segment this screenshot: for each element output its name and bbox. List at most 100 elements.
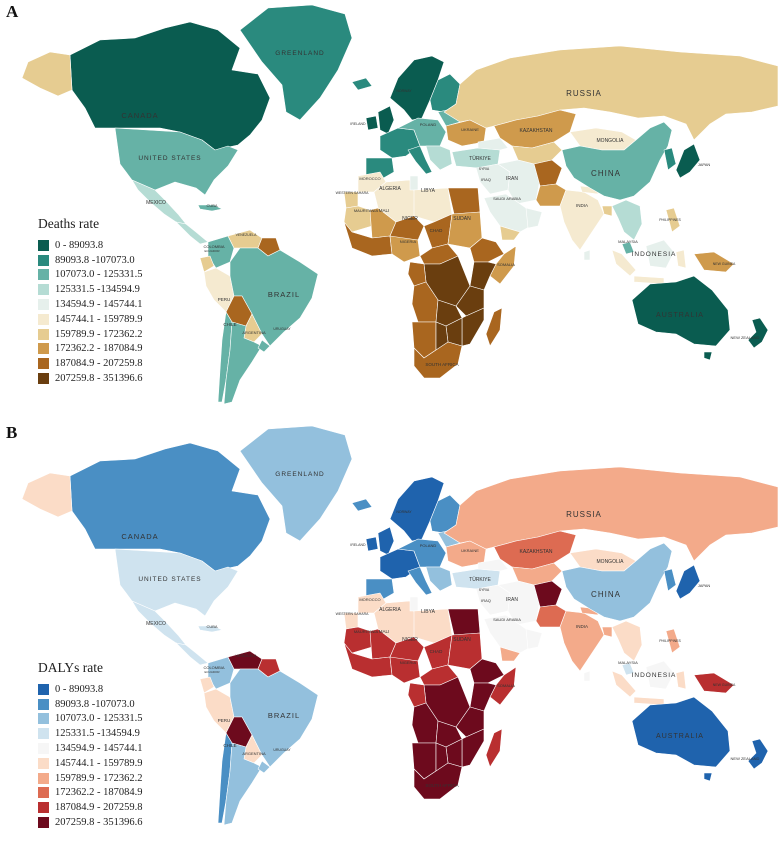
country-label-chad: CHAD (430, 228, 444, 233)
country-label-libya: LIBYA (421, 188, 435, 194)
region-tunisia (409, 596, 419, 612)
country-label-china: CHINA (591, 590, 621, 599)
legend-label: 187084.9 - 207259.8 (55, 802, 143, 814)
country-label-iran: IRAN (506, 176, 518, 182)
country-label-philippines: PHILIPPINES (659, 639, 681, 643)
country-label-greenland: GREENLAND (275, 471, 324, 478)
country-label-mongolia: MONGOLIA (597, 559, 625, 565)
country-label-indonesia: INDONESIA (632, 251, 677, 258)
country-label-iran: IRAN (506, 597, 518, 603)
region-iceland (351, 77, 373, 91)
region-congo-gabon (407, 261, 427, 287)
legend-swatch (38, 772, 49, 784)
region-australia (631, 275, 731, 347)
panel-letter: A (6, 2, 19, 21)
country-label-mongolia: MONGOLIA (597, 138, 625, 144)
legend-item: 172362.2 - 187084.9 (38, 342, 143, 357)
country-label-colombia: COLOMBIA (203, 665, 224, 670)
country-label-peru: PERU (218, 718, 231, 723)
country-label-argentina: ARGENTINA (242, 330, 266, 335)
country-label-india: INDIA (576, 203, 588, 208)
country-label-new-zealand: NEW ZEALAND (731, 756, 760, 761)
region-sumatra (611, 249, 637, 277)
region-central-america (175, 642, 209, 666)
country-label-chile: CHILE (223, 322, 236, 327)
legend-label: 207259.8 - 351396.6 (55, 373, 143, 385)
region-malaysia (621, 662, 635, 676)
legend-label: 159789.9 - 172362.2 (55, 328, 143, 340)
country-label-norway: NORWAY (396, 510, 412, 514)
legend-swatch (38, 269, 49, 281)
region-japan (675, 143, 701, 179)
country-label-iraq: IRAQ (481, 598, 491, 603)
country-label-norway: NORWAY (396, 89, 412, 93)
country-label-united-states: UNITED STATES (138, 155, 201, 162)
region-greenland (239, 4, 353, 121)
legend-swatch (38, 328, 49, 340)
world-map-deaths: CANADA GREENLAND UNITED STATES MEXICO CUBA BR… (21, 4, 778, 405)
country-label-nigeria: NIGERIA (400, 660, 417, 665)
country-label-china: CHINA (591, 169, 621, 178)
country-label-mauritania: MAURITANIA (354, 629, 379, 634)
legend-item: 107073.0 - 125331.5 (38, 712, 143, 727)
country-label-mexico: MEXICO (146, 200, 166, 206)
legend-item: 0 - 89093.8 (38, 682, 143, 697)
country-label-ukraine: UKRAINE (461, 548, 479, 553)
legend-swatch (38, 728, 49, 740)
legend-item: 107073.0 - 125331.5 (38, 268, 143, 283)
country-label-morocco: MOROCCO (359, 597, 380, 602)
legend-label: 134594.9 - 145744.1 (55, 299, 143, 311)
legend-label: 125331.5 -134594.9 (55, 728, 140, 740)
region-new-zealand (747, 317, 769, 349)
region-yemen (499, 646, 521, 662)
legend-item: 134594.9 - 145744.1 (38, 741, 143, 756)
legend-swatch (38, 787, 49, 799)
country-label-venezuela: VENEZUELA (236, 654, 257, 658)
legend-label: 145744.1 - 159789.9 (55, 313, 143, 325)
country-label-australia: AUSTRALIA (656, 733, 704, 740)
legend-swatch (38, 299, 49, 311)
region-south-africa (413, 762, 463, 800)
legend-item: 207259.8 - 351396.6 (38, 371, 143, 386)
country-label-niger: NIGER (402, 637, 418, 643)
legend-swatch (38, 373, 49, 385)
region-china (561, 121, 673, 201)
region-sea-mainland (611, 199, 643, 241)
legend-item: 0 - 89093.8 (38, 238, 143, 253)
region-borneo (645, 660, 675, 690)
country-label-sudan: SUDAN (453, 637, 471, 643)
country-label-chad: CHAD (430, 649, 444, 654)
region-india (559, 610, 605, 672)
region-canada (69, 21, 271, 151)
legend-dalys: DALYs rate 0 - 89093.8 89093.8 -107073.0 1… (38, 660, 143, 830)
country-label-canada: CANADA (121, 111, 158, 120)
country-label-poland: POLAND (420, 122, 437, 127)
region-sulawesi (675, 249, 687, 269)
country-label-mali: MALI (379, 208, 390, 213)
country-label-syria: SYRIA (479, 167, 490, 171)
country-label-mauritania: MAURITANIA (354, 208, 379, 213)
region-bangladesh (601, 205, 613, 217)
region-afghanistan (533, 580, 563, 608)
region-borneo (645, 239, 675, 269)
region-ecuador (199, 676, 215, 694)
country-label-algeria: ALGERIA (379, 186, 401, 192)
country-label-argentina: ARGENTINA (242, 751, 266, 756)
region-ecuador (199, 255, 215, 273)
legend-label: 159789.9 - 172362.2 (55, 772, 143, 784)
legend-label: 172362.2 - 187084.9 (55, 787, 143, 799)
country-label-russia: RUSSIA (566, 510, 602, 519)
region-congo-gabon (407, 682, 427, 708)
country-label-malaysia: MALAYSIA (618, 660, 638, 665)
legend-label: 145744.1 - 159789.9 (55, 757, 143, 769)
map-panel-deaths: A CANADA GREENLAND UNITED STATES MEXICO CUBA… (6, 2, 778, 405)
region-tasmania (703, 772, 713, 782)
region-new-guinea (693, 672, 735, 694)
country-label-niger: NIGER (402, 216, 418, 222)
country-label-greenland: GREENLAND (275, 50, 324, 57)
legend-swatch (38, 817, 49, 829)
region-alaska (21, 472, 73, 518)
region-egypt (447, 608, 481, 636)
region-central-europe (397, 117, 447, 147)
country-label-nigeria: NIGERIA (400, 239, 417, 244)
